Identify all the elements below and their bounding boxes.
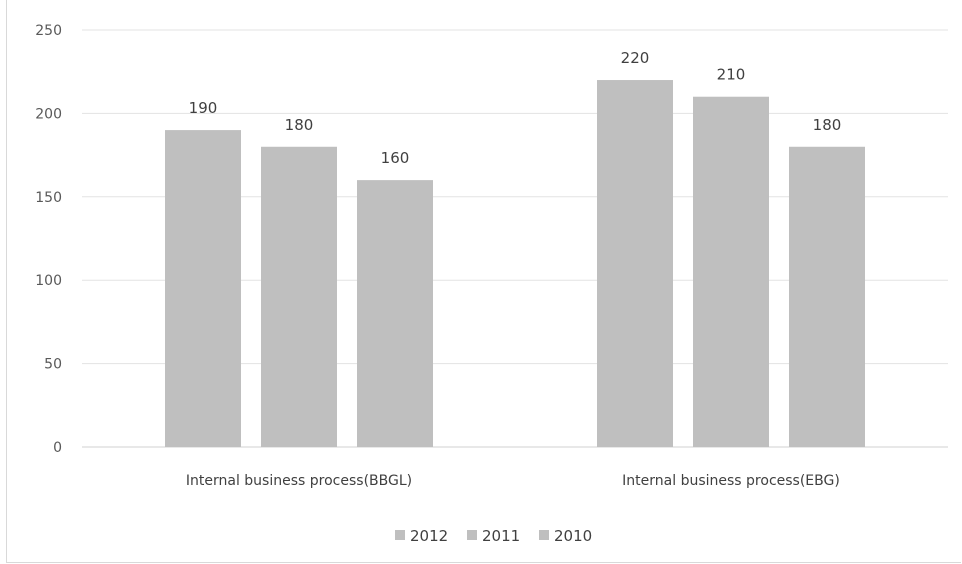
legend: 2012 2011 2010 (395, 527, 592, 545)
y-tick-label: 250 (35, 23, 62, 39)
legend-swatch-2011 (467, 530, 477, 540)
bar-2012-1 (597, 80, 673, 447)
category-label-1: Internal business process(EBG) (622, 473, 840, 489)
data-label-2010-1: 180 (813, 116, 842, 134)
y-tick-label: 150 (35, 190, 62, 206)
legend-swatch-2012 (395, 530, 405, 540)
bar-2012-0 (165, 130, 241, 447)
chart-frame (6, 0, 961, 563)
y-tick-label: 100 (35, 273, 62, 289)
y-tick-label: 200 (35, 106, 62, 122)
bars (165, 80, 865, 447)
y-axis-ticks: 0 50 100 150 200 250 (35, 23, 62, 456)
x-axis-categories: Internal business process(BBGL) Internal … (186, 473, 840, 489)
y-tick-label: 50 (44, 357, 62, 373)
bar-2011-1 (693, 96, 769, 447)
data-label-2010-0: 160 (381, 149, 410, 167)
bar-2010-0 (357, 180, 433, 447)
data-label-2012-1: 220 (621, 49, 650, 67)
data-label-2011-0: 180 (285, 116, 314, 134)
legend-label-2011: 2011 (482, 527, 520, 545)
category-label-0: Internal business process(BBGL) (186, 473, 412, 489)
data-labels: 190 180 160 220 210 180 (189, 49, 842, 167)
legend-swatch-2010 (539, 530, 549, 540)
bar-2010-1 (789, 146, 865, 447)
bar-2011-0 (261, 146, 337, 447)
data-label-2012-0: 190 (189, 99, 218, 117)
legend-label-2012: 2012 (410, 527, 448, 545)
legend-label-2010: 2010 (554, 527, 592, 545)
y-tick-label: 0 (53, 440, 62, 456)
data-label-2011-1: 210 (717, 66, 746, 84)
